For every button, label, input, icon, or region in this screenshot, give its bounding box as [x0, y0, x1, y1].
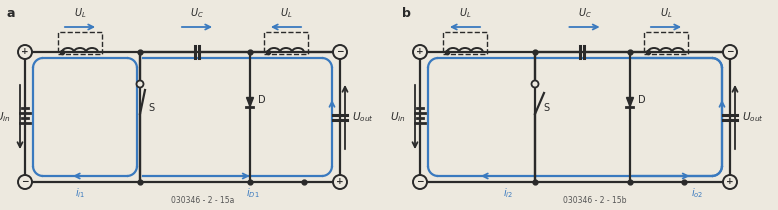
Text: i$_{D1}$: i$_{D1}$ [246, 186, 259, 200]
Text: U$_{out}$: U$_{out}$ [352, 110, 373, 124]
Bar [443, 32, 487, 54]
Circle shape [333, 45, 347, 59]
Text: +: + [726, 177, 734, 186]
Circle shape [723, 175, 737, 189]
Text: U$_{out}$: U$_{out}$ [742, 110, 764, 124]
Text: U$_C$: U$_C$ [190, 6, 204, 20]
Circle shape [136, 80, 143, 88]
Polygon shape [247, 97, 254, 106]
Text: a: a [7, 7, 16, 20]
Circle shape [413, 45, 427, 59]
Text: −: − [336, 47, 344, 56]
Text: +: + [416, 47, 424, 56]
Text: 030346 - 2 - 15a: 030346 - 2 - 15a [171, 196, 234, 205]
Text: U$_C$: U$_C$ [577, 6, 591, 20]
Bar [644, 32, 688, 54]
Text: U$_{in}$: U$_{in}$ [0, 110, 11, 124]
Text: D: D [638, 95, 646, 105]
Circle shape [531, 80, 538, 88]
Text: i$_{i1}$: i$_{i1}$ [75, 186, 85, 200]
Text: +: + [21, 47, 29, 56]
Text: i$_{o2}$: i$_{o2}$ [691, 186, 704, 200]
Text: −: − [416, 177, 424, 186]
Text: −: − [726, 47, 734, 56]
Polygon shape [626, 97, 633, 106]
Text: U$_{in}$: U$_{in}$ [391, 110, 406, 124]
Circle shape [18, 45, 32, 59]
Bar [264, 32, 308, 54]
Text: S: S [543, 103, 549, 113]
Circle shape [18, 175, 32, 189]
Text: U$_L$: U$_L$ [660, 6, 672, 20]
Text: i$_{i2}$: i$_{i2}$ [503, 186, 513, 200]
Circle shape [413, 175, 427, 189]
Text: 030346 - 2 - 15b: 030346 - 2 - 15b [563, 196, 627, 205]
Text: −: − [21, 177, 29, 186]
Text: U$_L$: U$_L$ [459, 6, 471, 20]
Circle shape [333, 175, 347, 189]
Text: S: S [148, 103, 154, 113]
Text: D: D [258, 95, 265, 105]
Text: b: b [402, 7, 411, 20]
Text: U$_L$: U$_L$ [74, 6, 86, 20]
Text: U$_L$: U$_L$ [280, 6, 293, 20]
Bar [58, 32, 102, 54]
Text: +: + [336, 177, 344, 186]
Circle shape [723, 45, 737, 59]
